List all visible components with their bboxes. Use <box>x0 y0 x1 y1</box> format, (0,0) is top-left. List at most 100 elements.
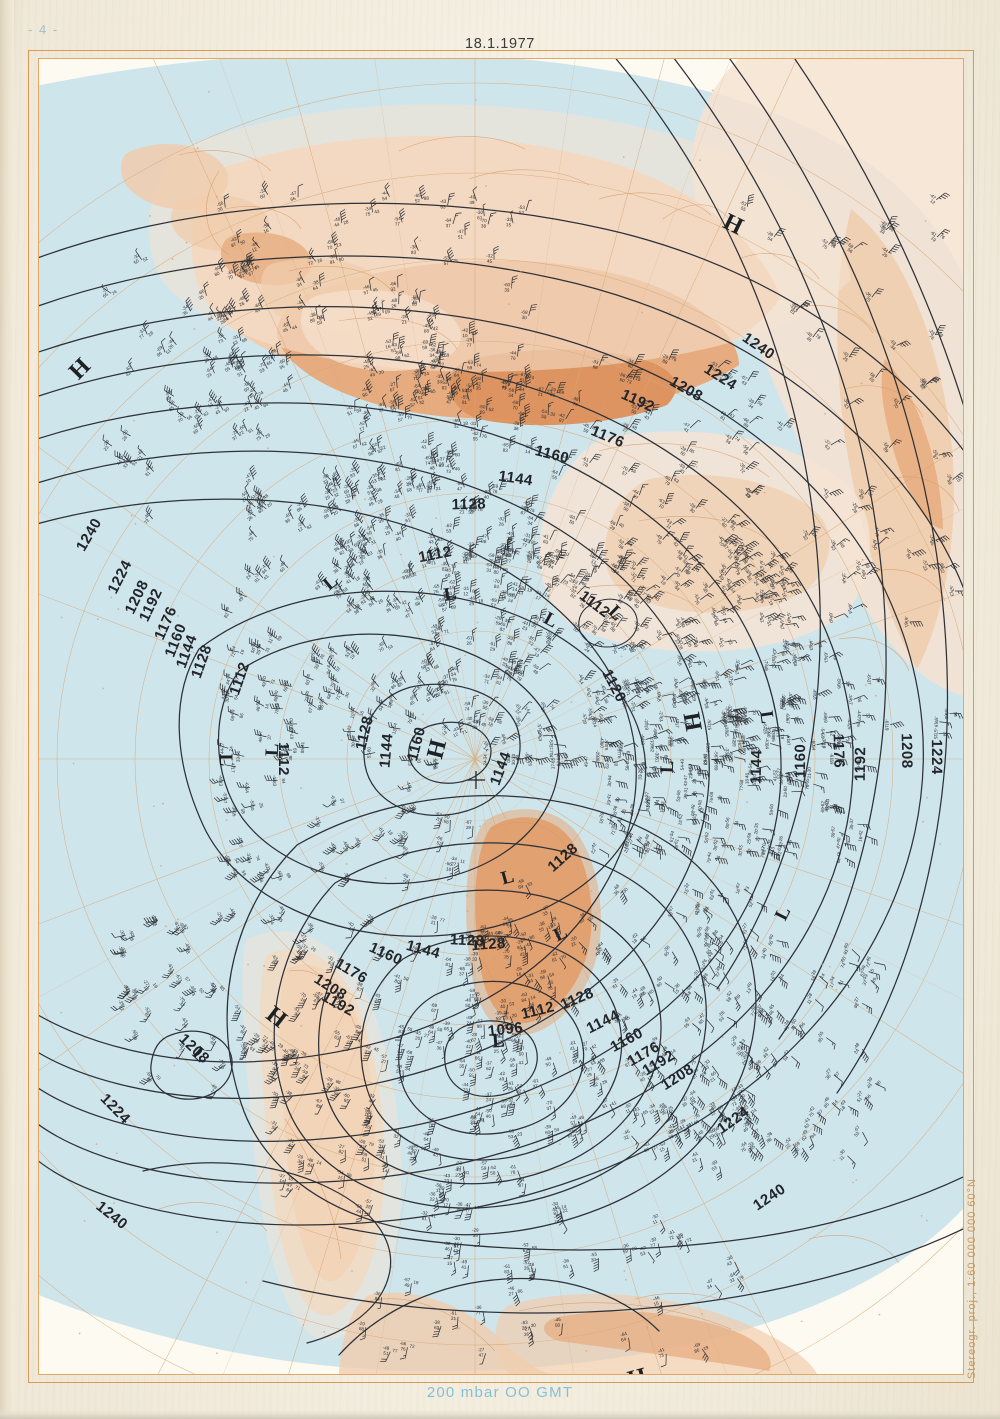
station-value: 66 <box>475 1056 481 1061</box>
station-value: 53 <box>232 339 239 346</box>
station-value: 57 <box>397 417 403 423</box>
station-value: 88 <box>725 582 732 589</box>
low-centre-marker: L <box>215 754 236 767</box>
station-value: 58 <box>630 408 637 415</box>
station-dot <box>493 957 496 960</box>
station-value: 57 <box>363 289 370 295</box>
station-value: -44 <box>631 488 640 496</box>
station-value: 25 <box>933 734 938 740</box>
station-value: 88 <box>745 492 752 499</box>
station-dot <box>235 945 238 948</box>
station-value: 10 <box>462 333 468 338</box>
station-value: 53 <box>769 583 776 590</box>
station-value: 39 <box>371 310 377 316</box>
station-value: -52 <box>441 380 448 385</box>
wind-barb <box>225 303 234 318</box>
station-value: 65 <box>654 595 661 602</box>
station-value: 84 <box>764 744 769 750</box>
wind-barb <box>253 392 263 407</box>
wind-barb <box>308 247 316 262</box>
station-value: 59 <box>705 747 710 753</box>
station-value: 77 <box>534 446 540 452</box>
high-centre-marker: H <box>625 1363 650 1374</box>
station-value: 76 <box>805 784 810 790</box>
station-value: 45 <box>282 327 289 334</box>
station-dot <box>162 802 164 805</box>
station-value: 19 <box>518 416 524 422</box>
station-value: -51 <box>217 332 226 340</box>
wind-barb <box>332 557 342 570</box>
station-value: -63 <box>652 765 657 772</box>
station-value: 81 <box>530 540 537 546</box>
station-value: 88 <box>395 355 401 361</box>
station-value: 75 <box>693 599 700 606</box>
station-value: 71 <box>466 1204 472 1209</box>
station-value: 27 <box>508 1291 514 1296</box>
station-value: -34 <box>483 754 488 761</box>
station-value: 55 <box>473 436 479 441</box>
station-value: -47 <box>289 190 297 197</box>
station-value: 45 <box>253 264 260 271</box>
wind-barb <box>365 378 373 394</box>
station-value: 26 <box>466 641 472 646</box>
station-value: 75 <box>365 211 371 217</box>
wind-barb <box>245 255 252 270</box>
station-value: 47 <box>768 582 775 589</box>
station-dot <box>732 529 735 532</box>
station-value: 36 <box>779 779 784 785</box>
station-value: 41 <box>421 444 427 450</box>
station-value: 30 <box>550 392 557 398</box>
station-value: -60 <box>625 759 630 766</box>
station-value: -57 <box>720 583 728 592</box>
station-value: -43 <box>242 400 251 408</box>
wind-barb <box>417 376 422 390</box>
station-value: 43 <box>428 539 434 545</box>
station-value: -59 <box>328 253 336 260</box>
station-dot <box>297 1011 300 1014</box>
wind-barb <box>508 374 519 386</box>
station-value: 39 <box>446 376 452 381</box>
wind-barb <box>331 231 339 246</box>
station-value: 34 <box>424 371 430 377</box>
station-value: 81 <box>464 1170 470 1175</box>
station-value: 72 <box>307 260 314 266</box>
station-value: 80 <box>362 392 369 398</box>
station-value: 32 <box>439 1191 445 1196</box>
station-value: -63 <box>466 360 473 365</box>
station-value: -38 <box>311 279 319 286</box>
station-dot <box>501 555 504 557</box>
station-value: 21 <box>401 319 407 325</box>
station-value: 65 <box>724 731 730 737</box>
station-value: 41 <box>725 753 730 759</box>
station-value: 24 <box>486 1097 492 1102</box>
station-value: 16 <box>233 363 240 370</box>
station-dot <box>852 1181 854 1184</box>
station-value: 33 <box>430 456 436 462</box>
station-value: -45 <box>366 310 374 316</box>
map-outer-frame <box>28 50 974 1383</box>
wind-barb <box>298 294 306 307</box>
wind-barb <box>248 253 255 269</box>
station-value: -39 <box>344 572 353 580</box>
station-value: 89 <box>472 554 478 559</box>
station-value: 65 <box>646 771 651 777</box>
station-value: 52 <box>462 388 468 393</box>
station-value: 47 <box>734 580 741 587</box>
station-value: -34 <box>364 206 372 212</box>
station-value: -65 <box>414 193 422 199</box>
station-value: 62 <box>447 396 453 401</box>
contour-label: 1112 <box>417 543 453 566</box>
wind-barb <box>509 435 516 449</box>
station-dot <box>636 657 639 659</box>
station-value: 85 <box>771 736 776 742</box>
station-value: -69 <box>394 350 402 356</box>
station-dot <box>464 654 467 657</box>
station-dot <box>585 1349 588 1352</box>
station-value: 58 <box>531 1245 537 1251</box>
station-value: -39 <box>331 504 340 512</box>
station-value: -28 <box>427 312 435 318</box>
station-value: -42 <box>367 595 376 603</box>
station-value: 19 <box>884 725 889 731</box>
station-value: 30 <box>415 484 422 490</box>
